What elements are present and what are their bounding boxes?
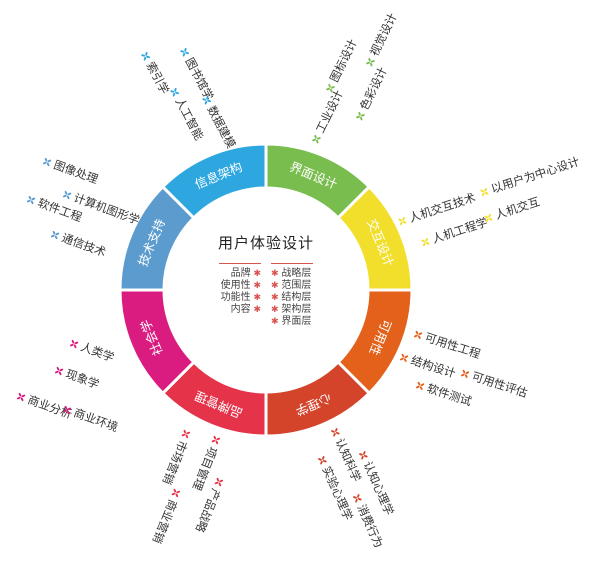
bullet-icon: ✱ xyxy=(250,293,261,303)
topic-label: 图书馆学 xyxy=(177,45,216,102)
pinwheel-icon xyxy=(325,83,335,93)
topic-label: 计算机图形学 xyxy=(61,186,142,227)
item-text: 使用性 xyxy=(220,280,251,291)
topic-label: 图像处理 xyxy=(41,153,100,186)
pinwheel-icon xyxy=(212,435,221,445)
topic-label: 项目管理 xyxy=(190,433,225,492)
item-text: 战略层 xyxy=(281,268,312,279)
item-text: 内容 xyxy=(230,304,251,315)
pinwheel-icon xyxy=(180,47,190,57)
topic-label: 视觉设计 xyxy=(362,11,400,69)
left-item: 内容 ✱ xyxy=(219,304,261,316)
pinwheel-icon xyxy=(414,330,423,339)
topic-label: 可用性工程 xyxy=(412,326,482,361)
right-item: ✱ 范围层 xyxy=(271,280,313,292)
left-item: 使用性 ✱ xyxy=(219,280,261,292)
topic-label: 人机交互技术 xyxy=(396,190,477,228)
bullet-icon: ✱ xyxy=(271,293,282,303)
topic-label: 产品战略 xyxy=(193,475,228,534)
topic-label: 实验心理学 xyxy=(315,453,356,522)
pinwheel-icon xyxy=(215,477,224,487)
pinwheel-icon xyxy=(365,57,375,67)
pinwheel-icon xyxy=(355,111,365,121)
topic-label: 人类学 xyxy=(68,335,116,364)
item-text: 范围层 xyxy=(281,280,312,291)
pinwheel-icon xyxy=(331,427,341,437)
pinwheel-icon xyxy=(398,216,407,225)
topic-label: 工业设计 xyxy=(308,88,346,146)
topic-label: 消费行为 xyxy=(350,491,386,550)
topic-label: 图标设计 xyxy=(322,37,360,95)
topic-label: 以用户为中心设计 xyxy=(478,154,581,199)
pinwheel-icon xyxy=(63,190,72,199)
topic-label: 色彩设计 xyxy=(352,65,390,123)
bullet-icon: ✱ xyxy=(250,281,261,291)
center-title: 用户体验设计 xyxy=(217,234,314,252)
topic-label: 通信技术 xyxy=(49,226,108,259)
pinwheel-icon xyxy=(353,493,363,503)
item-text: 结构层 xyxy=(281,292,312,303)
center-panel: 用户体验设计 品牌 ✱ 使用性 ✱ 功能性 ✱ 内容 ✱ ✱ 战略层 ✱ 范围层 ✱ 结构… xyxy=(206,232,326,328)
item-text: 品牌 xyxy=(230,268,251,279)
topic-label: 商业环境 xyxy=(61,401,120,434)
pinwheel-icon xyxy=(318,455,328,465)
pinwheel-icon xyxy=(400,353,409,362)
bullet-icon: ✱ xyxy=(250,269,261,279)
pinwheel-icon xyxy=(43,157,52,166)
pinwheel-icon xyxy=(480,187,489,196)
pinwheel-icon xyxy=(51,230,60,239)
right-item: ✱ 结构层 xyxy=(271,292,313,304)
topic-label: 人机交互 xyxy=(482,194,541,225)
topic-label: 市场营销 xyxy=(160,427,195,486)
pinwheel-icon xyxy=(170,87,180,97)
topic-label: 现象学 xyxy=(53,362,101,391)
pinwheel-icon xyxy=(172,488,181,498)
left-item: 功能性 ✱ xyxy=(219,292,261,304)
bullet-icon: ✱ xyxy=(271,269,282,279)
pinwheel-icon xyxy=(182,429,191,439)
pinwheel-icon xyxy=(17,392,26,401)
item-text: 功能性 xyxy=(220,292,251,303)
pinwheel-icon xyxy=(141,51,151,61)
topic-label: 数据建模 xyxy=(199,93,238,150)
right-list: ✱ 战略层 ✱ 范围层 ✱ 结构层 ✱ 架构层 ✱ 界面层 xyxy=(271,263,313,328)
pinwheel-icon xyxy=(70,339,79,348)
pinwheel-icon xyxy=(27,195,36,204)
topic-label: 商业营销 xyxy=(150,486,185,545)
bullet-icon: ✱ xyxy=(271,317,282,327)
pinwheel-icon xyxy=(461,369,470,378)
topic-label: 索引学 xyxy=(138,49,172,96)
left-list: 品牌 ✱ 使用性 ✱ 功能性 ✱ 内容 ✱ xyxy=(219,263,261,328)
pinwheel-icon xyxy=(63,405,72,414)
topic-label: 认知科学 xyxy=(328,425,364,484)
bullet-icon: ✱ xyxy=(250,305,261,315)
item-text: 界面层 xyxy=(281,316,312,327)
pinwheel-icon xyxy=(202,95,212,105)
right-item: ✱ 战略层 xyxy=(271,268,313,280)
left-item: 品牌 ✱ xyxy=(219,268,261,280)
bullet-icon: ✱ xyxy=(271,305,282,315)
item-text: 架构层 xyxy=(281,304,312,315)
right-item: ✱ 界面层 xyxy=(271,316,313,328)
pinwheel-icon xyxy=(55,366,64,375)
bullet-icon: ✱ xyxy=(271,281,282,291)
topic-label: 人机工程学 xyxy=(419,215,489,250)
segment-7 xyxy=(160,142,268,220)
pinwheel-icon xyxy=(421,237,430,246)
topic-label: 可用性评估 xyxy=(459,365,529,400)
topic-label: 人工智能 xyxy=(167,85,206,142)
topic-label: 结构设计 xyxy=(398,349,457,381)
topic-label: 软件测试 xyxy=(414,377,473,409)
pinwheel-icon xyxy=(416,381,425,390)
topic-label: 软件工程 xyxy=(25,191,84,224)
right-item: ✱ 架构层 xyxy=(271,304,313,316)
pinwheel-icon xyxy=(484,213,493,222)
topic-label: 认知心理学 xyxy=(356,448,397,517)
topic-label: 商业分析 xyxy=(15,388,74,421)
pinwheel-icon xyxy=(311,134,321,144)
pinwheel-icon xyxy=(359,450,369,460)
